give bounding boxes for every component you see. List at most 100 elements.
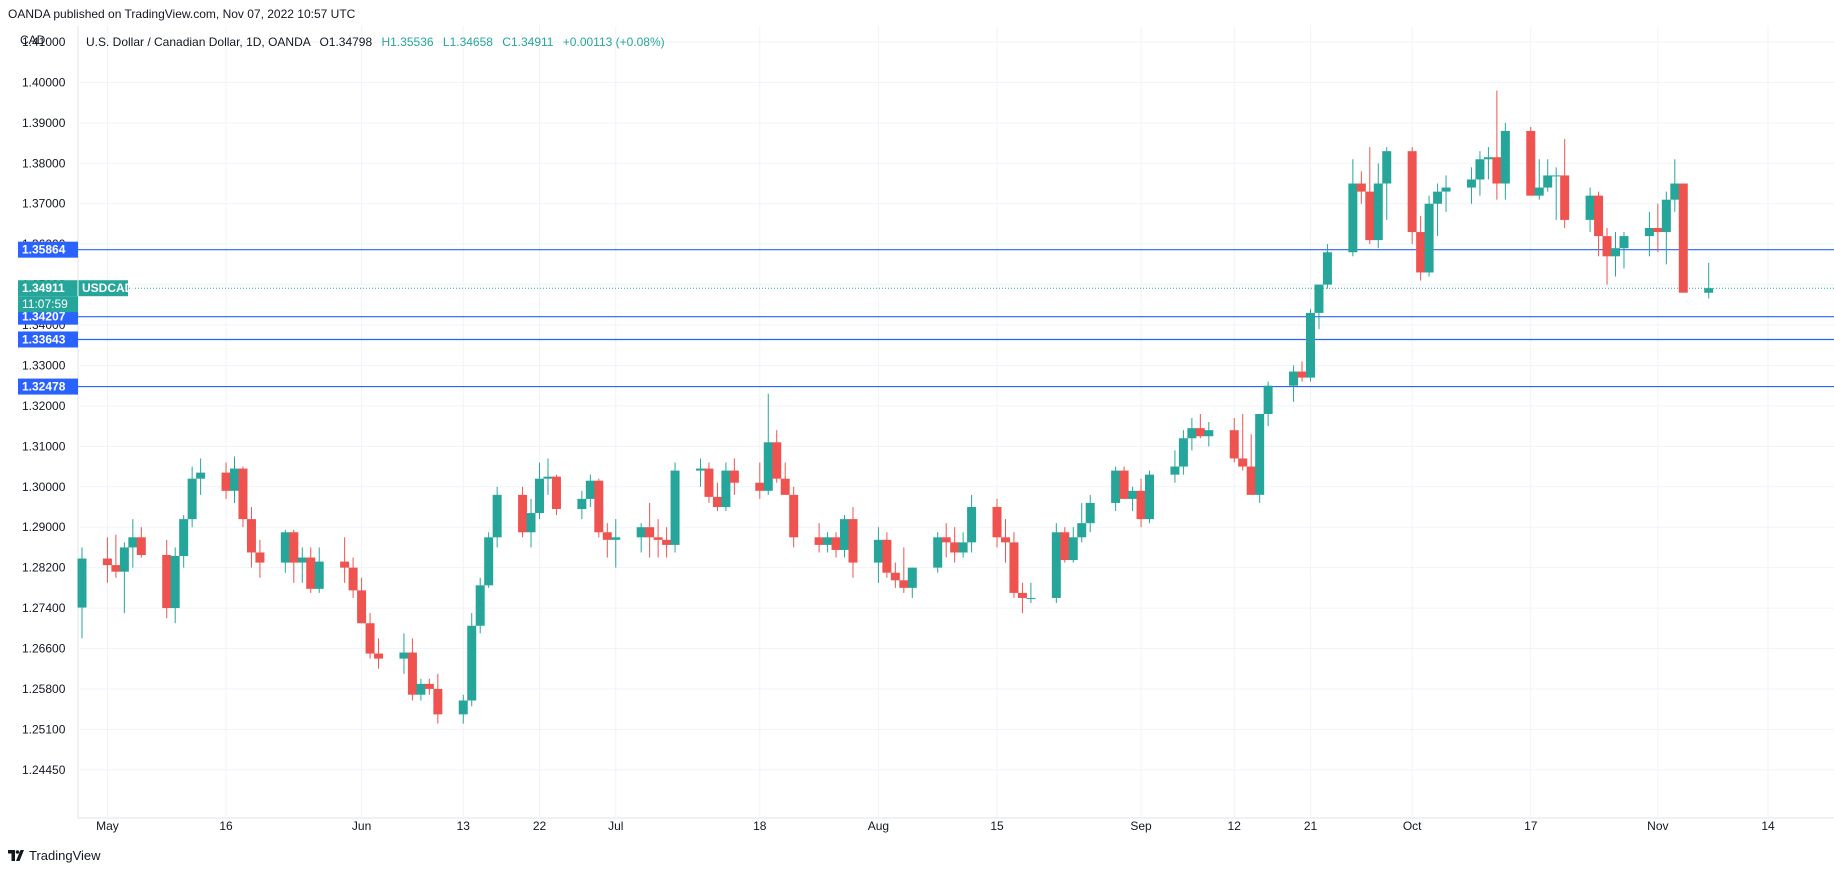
footer-brand[interactable]: TradingView — [8, 848, 101, 863]
candle — [1585, 187, 1595, 233]
y-tick-label: 1.28200 — [22, 561, 66, 575]
candle — [179, 515, 189, 568]
candle-body — [433, 688, 443, 715]
candle-body — [704, 468, 714, 497]
candle — [1619, 232, 1629, 269]
candle — [535, 462, 545, 520]
candle — [551, 474, 561, 516]
candle-body — [374, 653, 384, 659]
candle-body — [1466, 179, 1476, 188]
candle — [1128, 486, 1138, 512]
candle — [170, 547, 180, 624]
candle — [365, 613, 375, 659]
candle-body — [1348, 183, 1358, 253]
candle — [670, 462, 680, 553]
candle — [77, 547, 87, 639]
y-tick-label: 1.26600 — [22, 642, 66, 656]
candle-body — [136, 537, 146, 556]
candle — [246, 506, 256, 568]
candle-body — [1204, 430, 1214, 437]
footer-brand-label: TradingView — [29, 848, 101, 863]
tradingview-logo-icon — [8, 850, 24, 861]
horizontal-lines — [78, 249, 1834, 388]
y-tick-label: 1.25800 — [22, 682, 66, 696]
candle-body — [1017, 592, 1027, 598]
last-price-symbol: USDCAD — [82, 281, 134, 295]
candle-body — [1255, 413, 1265, 495]
candle — [1009, 532, 1019, 598]
candle-body — [958, 542, 968, 553]
y-tick-label: 1.41000 — [22, 35, 66, 49]
candle — [1246, 434, 1256, 495]
y-axis: 1.410001.400001.390001.380001.370001.360… — [22, 35, 66, 777]
candle-body — [467, 625, 477, 701]
x-tick-label: 16 — [219, 819, 233, 833]
candle-body — [551, 476, 561, 510]
candle — [1187, 418, 1197, 451]
candle — [1145, 470, 1155, 524]
last-price-label: 1.34911 — [22, 281, 65, 295]
candle-body — [1382, 151, 1392, 184]
candle-body — [1128, 490, 1138, 499]
x-tick-label: 22 — [533, 819, 547, 833]
candle — [1077, 502, 1087, 543]
candle — [407, 638, 417, 701]
candle — [1526, 126, 1536, 196]
candles — [77, 90, 1714, 724]
candle-body — [458, 700, 468, 715]
candle-body — [636, 527, 646, 538]
candle-body — [780, 478, 790, 495]
candle — [1365, 147, 1375, 245]
candle-body — [653, 537, 663, 540]
candle — [907, 567, 917, 598]
candle-body — [297, 557, 307, 563]
candle-body — [1195, 428, 1205, 437]
candle — [221, 462, 231, 499]
candle-body — [1619, 236, 1629, 249]
candle-body — [1356, 183, 1366, 192]
candle-body — [196, 472, 206, 479]
candle — [187, 466, 197, 528]
candle-body — [1289, 371, 1299, 386]
candle — [873, 527, 883, 583]
candle — [823, 532, 833, 553]
y-tick-label: 1.37000 — [22, 197, 66, 211]
candle-body — [772, 442, 782, 479]
candle-body — [1661, 199, 1671, 233]
candle-body — [695, 468, 705, 471]
candle — [941, 523, 951, 558]
candle — [1475, 151, 1485, 196]
y-tick-label: 1.32000 — [22, 399, 66, 413]
y-tick-label: 1.31000 — [22, 439, 66, 453]
candle-body — [992, 506, 1002, 538]
candle — [289, 529, 299, 583]
candle — [314, 547, 324, 593]
candle-body — [1475, 159, 1485, 180]
candle — [1348, 159, 1358, 257]
candle — [780, 462, 790, 495]
candle-body — [484, 537, 494, 586]
candle — [1653, 203, 1663, 253]
candle — [577, 490, 587, 520]
candle-body — [1560, 175, 1570, 220]
y-tick-label: 1.24450 — [22, 763, 66, 777]
candle-body — [1543, 175, 1553, 188]
grid — [77, 26, 1834, 819]
candle — [1704, 262, 1714, 299]
candle — [297, 547, 307, 583]
candle-body — [399, 652, 409, 659]
candle-body — [475, 585, 485, 626]
candle-body — [840, 519, 850, 550]
candle — [1051, 523, 1061, 604]
candle — [280, 529, 290, 573]
candle — [695, 458, 705, 487]
candle-body — [1644, 227, 1654, 237]
candle — [840, 515, 850, 558]
candle-body — [899, 580, 909, 588]
candle — [357, 577, 367, 624]
candle — [1000, 519, 1010, 563]
candle — [772, 430, 782, 483]
candle-body — [1111, 470, 1121, 503]
